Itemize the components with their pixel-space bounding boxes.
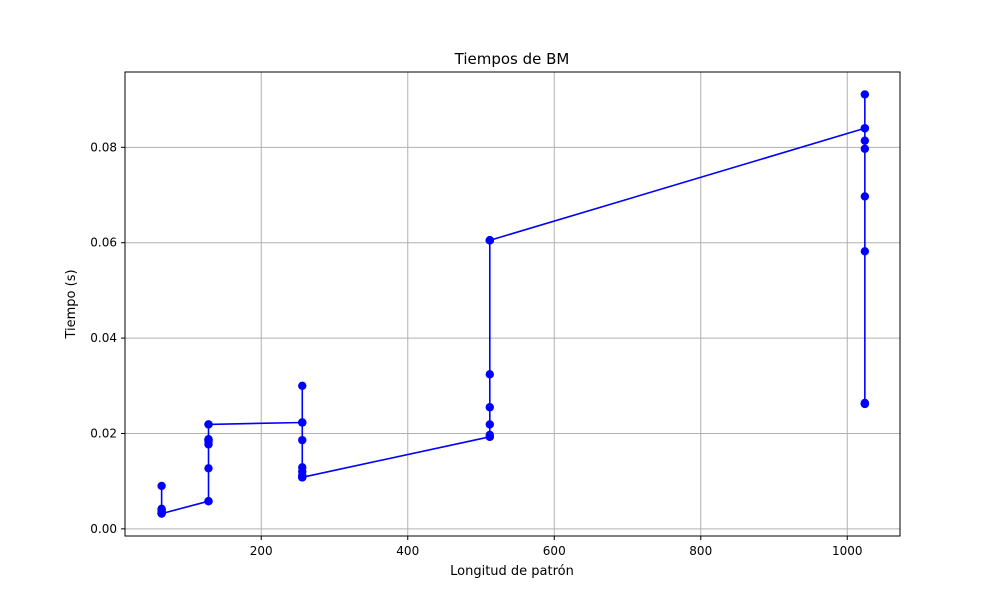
grid-layer bbox=[125, 72, 900, 536]
data-point bbox=[860, 136, 870, 145]
tick-layer: 200 400 600 800 1000 0.00 0.02 0.04 0.06 0.08 bbox=[90, 140, 862, 558]
x-tick-label: 400 bbox=[396, 544, 419, 558]
data-point bbox=[860, 399, 870, 409]
y-tick-label: 0.06 bbox=[90, 236, 117, 250]
series-layer bbox=[157, 90, 870, 518]
x-tick-label: 200 bbox=[250, 544, 273, 558]
data-point bbox=[485, 430, 494, 440]
data-point bbox=[860, 90, 870, 99]
y-axis-label: Tiempo (s) bbox=[64, 269, 79, 339]
data-point bbox=[204, 464, 213, 473]
data-point bbox=[204, 420, 213, 429]
data-point bbox=[485, 236, 494, 245]
data-point bbox=[860, 192, 870, 201]
data-point bbox=[157, 481, 166, 491]
x-tick-label: 1000 bbox=[832, 544, 863, 558]
x-tick-label: 600 bbox=[543, 544, 566, 558]
plot-frame bbox=[124, 71, 901, 537]
data-point bbox=[298, 418, 307, 427]
y-tick-label: 0.04 bbox=[90, 331, 117, 345]
y-tick-label: 0.02 bbox=[90, 426, 117, 440]
x-tick-label: 800 bbox=[689, 544, 712, 558]
data-point bbox=[860, 247, 870, 256]
data-point bbox=[485, 370, 494, 379]
data-point bbox=[485, 420, 494, 429]
data-point bbox=[860, 124, 870, 133]
y-tick-label: 0.08 bbox=[90, 140, 117, 154]
x-axis-label: Longitud de patrón bbox=[450, 564, 574, 579]
data-point bbox=[204, 435, 213, 444]
chart-title: Tiempos de BM bbox=[454, 50, 570, 68]
data-point bbox=[298, 435, 307, 445]
data-point bbox=[298, 473, 307, 482]
data-point bbox=[204, 496, 213, 506]
data-point bbox=[485, 403, 494, 412]
data-point bbox=[298, 381, 307, 390]
series-line bbox=[160, 93, 866, 515]
y-tick-label: 0.00 bbox=[90, 522, 117, 536]
data-point bbox=[157, 509, 166, 518]
data-point bbox=[860, 144, 870, 153]
